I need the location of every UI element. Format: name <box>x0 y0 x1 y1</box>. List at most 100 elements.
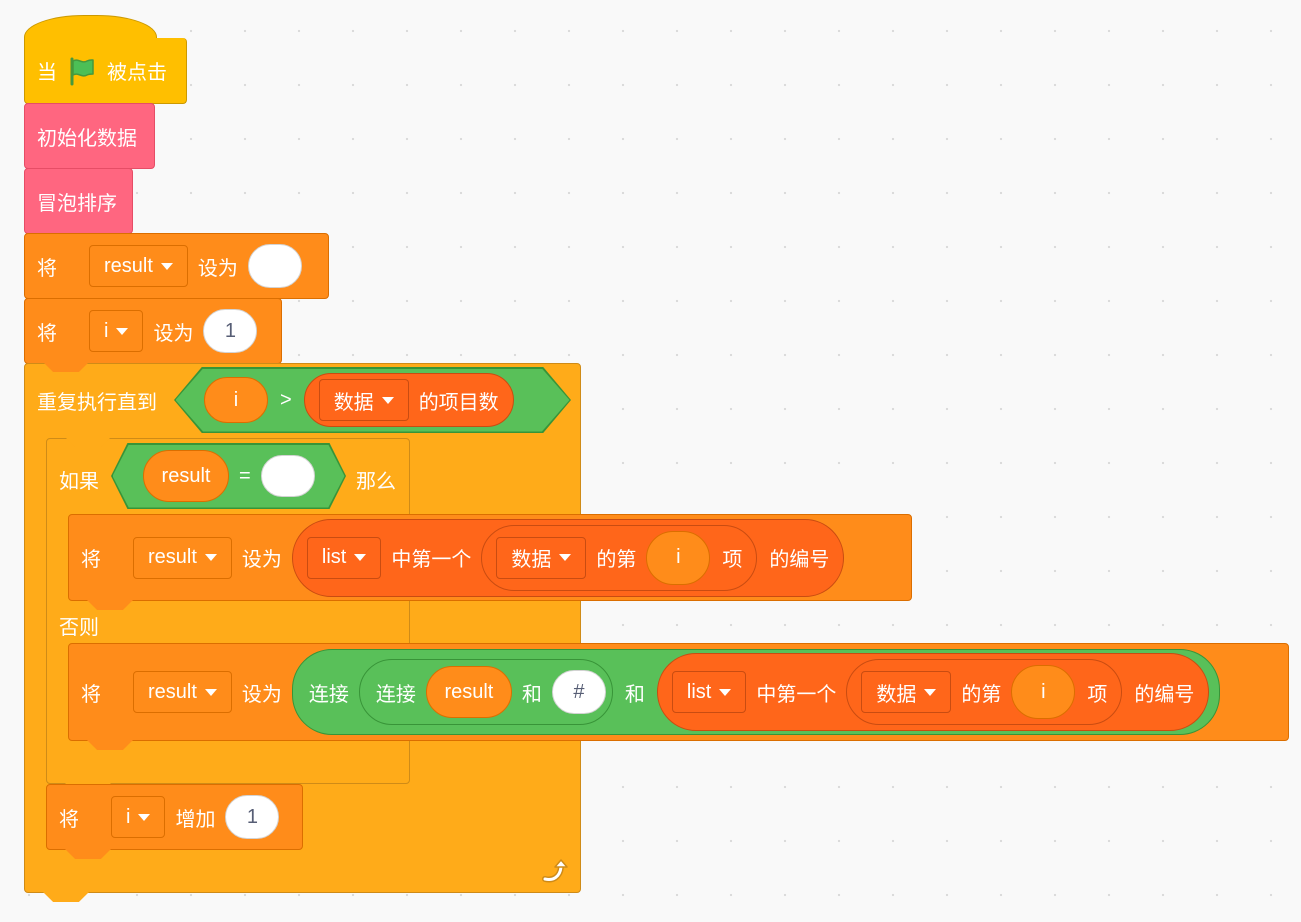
item-of-label: 的第 <box>596 549 637 571</box>
list-dropdown[interactable]: list <box>671 671 747 713</box>
variable-dropdown[interactable]: result <box>133 671 232 713</box>
set-i-block[interactable]: 将 i 设为 1 <box>24 298 282 364</box>
equals-condition[interactable]: result = <box>111 443 346 509</box>
value-input[interactable]: 1 <box>203 309 258 353</box>
else-label: 否则 <box>59 617 99 639</box>
set-to-label: 设为 <box>241 683 282 706</box>
set-i-notch <box>43 362 89 372</box>
list-name: 数据 <box>876 683 917 706</box>
join-text-input[interactable]: # <box>551 670 606 714</box>
else-set-result-block[interactable]: 将 result 设为 连接 连接 result 和 # 和 list 中第一个… <box>68 643 1289 741</box>
bubble-sort-call-block[interactable]: 冒泡排序 <box>24 168 133 234</box>
list-name: 数据 <box>511 549 552 571</box>
caret-down-icon <box>138 813 151 821</box>
list-name: 数据 <box>333 391 374 414</box>
variable-reporter-result[interactable]: result <box>425 666 512 718</box>
set-to-label: 设为 <box>153 322 194 345</box>
value-input[interactable] <box>247 244 302 288</box>
loop-arrow-icon <box>540 856 570 886</box>
variable-reporter-i[interactable]: i <box>646 530 711 585</box>
change-by-label: 增加 <box>175 808 216 831</box>
caret-down-icon <box>924 688 937 696</box>
then-label: 那么 <box>356 471 396 493</box>
variable-dropdown[interactable]: result <box>89 245 188 287</box>
greater-than-condition[interactable]: i > 数据 的项目数 <box>174 367 571 433</box>
caret-down-icon <box>116 327 129 335</box>
then-set-result-block[interactable]: 将 result 设为 list 中第一个 数据 的第 i 项 的编号 <box>68 514 912 601</box>
item-count-label: 的项目数 <box>418 391 499 414</box>
set-to-label: 设为 <box>197 257 238 280</box>
variable-reporter-i[interactable]: i <box>1011 665 1076 719</box>
caret-down-icon <box>204 554 217 561</box>
caret-down-icon <box>354 554 367 561</box>
item-number-reporter[interactable]: list 中第一个 数据 的第 i 项 的编号 <box>291 518 845 597</box>
init-data-call-block[interactable]: 初始化数据 <box>24 103 155 169</box>
index-of-label: 的编号 <box>769 549 830 571</box>
variable-name: result <box>104 254 153 277</box>
variable-dropdown[interactable]: result <box>133 536 232 579</box>
set-verb: 将 <box>81 549 101 571</box>
variable-reporter-i[interactable]: i <box>204 377 268 423</box>
variable-name: i <box>126 805 131 828</box>
join-label: 连接 <box>308 683 349 706</box>
init-data-label: 初始化数据 <box>37 127 137 150</box>
then-set-notch <box>87 600 133 610</box>
first-of-label: 中第一个 <box>756 683 837 706</box>
else-set-notch <box>87 740 133 750</box>
repeat-mouth-notch <box>65 437 111 447</box>
first-of-label: 中第一个 <box>391 549 472 571</box>
join-reporter[interactable]: 连接 连接 result 和 # 和 list 中第一个 数据 的第 i <box>291 649 1221 735</box>
join-label: 连接 <box>375 683 416 706</box>
set-to-label: 设为 <box>241 549 282 571</box>
repeat-bottom-notch <box>43 892 89 902</box>
change-verb: 将 <box>59 808 79 831</box>
list-dropdown[interactable]: 数据 <box>861 671 952 713</box>
change-value-input[interactable]: 1 <box>225 795 280 839</box>
variable-name: result <box>148 680 197 703</box>
variable-dropdown[interactable]: i <box>111 796 166 838</box>
list-dropdown[interactable]: 数据 <box>496 536 587 579</box>
caret-down-icon <box>381 396 394 404</box>
repeat-until-header: 重复执行直到 <box>37 363 157 437</box>
change-i-notch <box>65 849 111 859</box>
when-flag-clicked-block[interactable]: 当 被点击 <box>24 38 187 104</box>
change-i-block[interactable]: 将 i 增加 1 <box>46 784 303 850</box>
bubble-sort-label: 冒泡排序 <box>37 192 117 215</box>
list-dropdown[interactable]: list <box>306 536 382 579</box>
list-length-reporter[interactable]: 数据 的项目数 <box>303 373 514 427</box>
list-dropdown[interactable]: 数据 <box>318 379 409 421</box>
item-label: 项 <box>1087 683 1108 706</box>
repeat-until-label: 重复执行直到 <box>37 391 157 414</box>
set-verb: 将 <box>37 257 57 280</box>
variable-reporter-result[interactable]: result <box>143 450 229 502</box>
caret-down-icon <box>160 262 173 270</box>
and-label: 和 <box>521 683 542 706</box>
variable-name: result <box>148 546 197 568</box>
list-name: list <box>321 546 347 568</box>
caret-down-icon <box>559 554 572 561</box>
compare-value-input[interactable] <box>260 455 315 497</box>
item-of-list-reporter[interactable]: 数据 的第 i 项 <box>846 659 1123 725</box>
item-of-label: 的第 <box>961 683 1002 706</box>
set-verb: 将 <box>37 322 57 345</box>
set-result-block[interactable]: 将 result 设为 <box>24 233 329 299</box>
clicked-label: 被点击 <box>107 62 167 84</box>
and-label: 和 <box>624 683 645 706</box>
list-name: list <box>686 680 712 703</box>
item-of-list-reporter[interactable]: 数据 的第 i 项 <box>481 524 758 591</box>
item-number-reporter[interactable]: list 中第一个 数据 的第 i 项 的编号 <box>656 653 1210 731</box>
equals-operator: = <box>239 464 251 487</box>
item-label: 项 <box>722 549 743 571</box>
inner-join-reporter[interactable]: 连接 result 和 # <box>358 659 613 725</box>
green-flag-icon <box>67 56 97 86</box>
if-label: 如果 <box>59 471 99 493</box>
greater-than-operator: > <box>280 388 292 411</box>
set-verb: 将 <box>81 683 101 706</box>
variable-dropdown[interactable]: i <box>89 310 144 352</box>
caret-down-icon <box>719 688 732 696</box>
caret-down-icon <box>204 688 217 696</box>
when-label: 当 <box>37 62 57 84</box>
index-of-label: 的编号 <box>1134 683 1195 706</box>
variable-name: i <box>104 319 109 342</box>
